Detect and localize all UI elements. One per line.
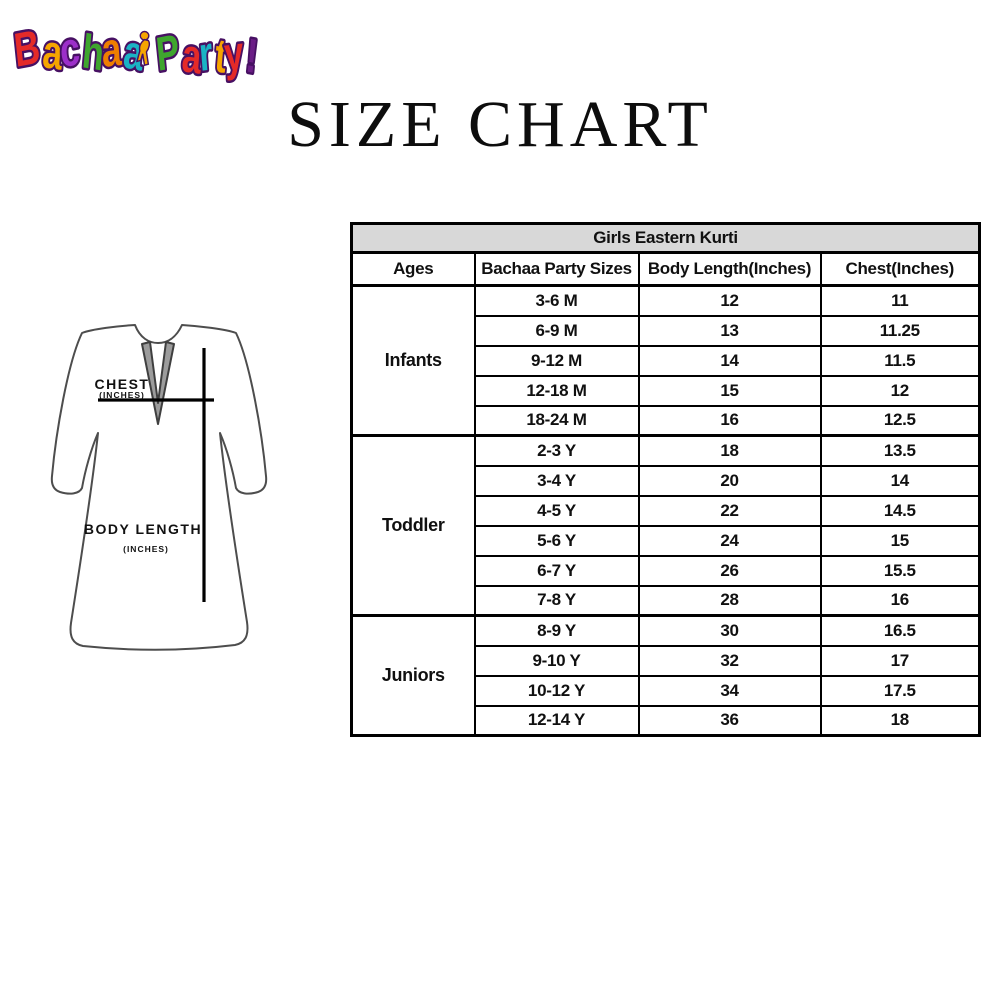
chest-cell: 15 <box>819 524 981 557</box>
chest-unit-label: (INCHES) <box>99 390 145 400</box>
table-row: 6-9 M 13 11.25 <box>352 314 981 347</box>
chest-cell: 17 <box>819 644 981 677</box>
kurti-outline <box>50 324 268 651</box>
size-cell: 8-9 Y <box>473 614 640 647</box>
body-length-cell: 22 <box>637 494 822 527</box>
column-header-ages: Ages <box>350 251 476 287</box>
neck-placket <box>141 341 175 425</box>
table-row: 12-14 Y 36 18 <box>352 704 981 737</box>
table-row: 18-24 M 16 12.5 <box>352 404 981 437</box>
bachaa-party-logo: Bachaa Party! <box>10 19 260 86</box>
chest-cell: 18 <box>819 704 981 737</box>
body-length-cell: 14 <box>637 344 822 377</box>
table-row: 12-18 M 15 12 <box>352 374 981 407</box>
size-cell: 9-12 M <box>473 344 640 377</box>
body-length-cell: 28 <box>637 584 822 617</box>
chest-cell: 17.5 <box>819 674 981 707</box>
body-length-cell: 34 <box>637 674 822 707</box>
logo-word-party: Party! <box>152 26 260 84</box>
chest-cell: 14.5 <box>819 494 981 527</box>
size-cell: 6-7 Y <box>473 554 640 587</box>
body-length-cell: 20 <box>637 464 822 497</box>
table-row: Toddler 2-3 Y 18 13.5 <box>350 434 981 617</box>
body-length-cell: 36 <box>637 704 822 737</box>
body-length-cell: 30 <box>637 614 822 647</box>
column-header-sizes: Bachaa Party Sizes <box>473 251 640 287</box>
size-cell: 12-18 M <box>473 374 640 407</box>
age-group-cell: Toddler <box>350 434 476 617</box>
table-title: Girls Eastern Kurti <box>350 222 981 254</box>
chest-cell: 16.5 <box>819 614 981 647</box>
size-cell: 7-8 Y <box>473 584 640 617</box>
size-cell: 5-6 Y <box>473 524 640 557</box>
chest-cell: 14 <box>819 464 981 497</box>
table-row: 6-7 Y 26 15.5 <box>352 554 981 587</box>
body-length-cell: 18 <box>637 434 822 467</box>
chest-cell: 12.5 <box>819 404 981 437</box>
kid-silhouette-icon <box>135 30 151 67</box>
chest-label: CHEST <box>95 376 150 392</box>
logo-word-bachaa: Bachaa <box>10 22 148 81</box>
table-row: 3-4 Y 20 14 <box>352 464 981 497</box>
chest-cell: 11.25 <box>819 314 981 347</box>
body-length-cell: 15 <box>637 374 822 407</box>
size-cell: 9-10 Y <box>473 644 640 677</box>
body-length-cell: 32 <box>637 644 822 677</box>
column-header-chest: Chest(Inches) <box>819 251 981 287</box>
chest-cell: 16 <box>819 584 981 617</box>
body-length-cell: 12 <box>637 284 822 317</box>
age-group-cell: Juniors <box>350 614 476 737</box>
size-cell: 4-5 Y <box>473 494 640 527</box>
size-cell: 12-14 Y <box>473 704 640 737</box>
chest-cell: 12 <box>819 374 981 407</box>
table-row: 10-12 Y 34 17.5 <box>352 674 981 707</box>
table-row: Infants 3-6 M 12 11 <box>350 284 981 437</box>
size-chart-table: Girls Eastern Kurti Ages Bachaa Party Si… <box>350 222 982 737</box>
body-length-cell: 13 <box>637 314 822 347</box>
size-cell: 6-9 M <box>473 314 640 347</box>
size-cell: 2-3 Y <box>473 434 640 467</box>
size-cell: 10-12 Y <box>473 674 640 707</box>
table-row: 7-8 Y 28 16 <box>352 584 981 617</box>
table-row: 4-5 Y 22 14.5 <box>352 494 981 527</box>
body-length-cell: 16 <box>637 404 822 437</box>
table-header-row: Ages Bachaa Party Sizes Body Length(Inch… <box>350 251 981 287</box>
size-cell: 3-4 Y <box>473 464 640 497</box>
page-title: SIZE CHART <box>287 88 713 161</box>
chest-cell: 11.5 <box>819 344 981 377</box>
size-cell: 3-6 M <box>473 284 640 317</box>
chest-cell: 11 <box>819 284 981 317</box>
body-length-cell: 26 <box>637 554 822 587</box>
column-header-body-length: Body Length(Inches) <box>637 251 822 287</box>
table-row: 9-10 Y 32 17 <box>352 644 981 677</box>
kurti-measurement-diagram: CHEST (INCHES) BODY LENGTH (INCHES) <box>50 324 268 651</box>
chest-cell: 13.5 <box>819 434 981 467</box>
table-row: Juniors 8-9 Y 30 16.5 <box>350 614 981 737</box>
size-cell: 18-24 M <box>473 404 640 437</box>
age-group-cell: Infants <box>350 284 476 437</box>
table-row: 5-6 Y 24 15 <box>352 524 981 557</box>
table-title-row: Girls Eastern Kurti <box>350 222 981 254</box>
body-length-cell: 24 <box>637 524 822 557</box>
body-length-label: BODY LENGTH <box>84 521 202 537</box>
size-table-body: Infants 3-6 M 12 11 6-9 M 13 11.25 9-12 M 14 11.5… <box>350 284 981 737</box>
body-length-unit-label: (INCHES) <box>123 544 169 554</box>
chest-cell: 15.5 <box>819 554 981 587</box>
table-row: 9-12 M 14 11.5 <box>352 344 981 377</box>
